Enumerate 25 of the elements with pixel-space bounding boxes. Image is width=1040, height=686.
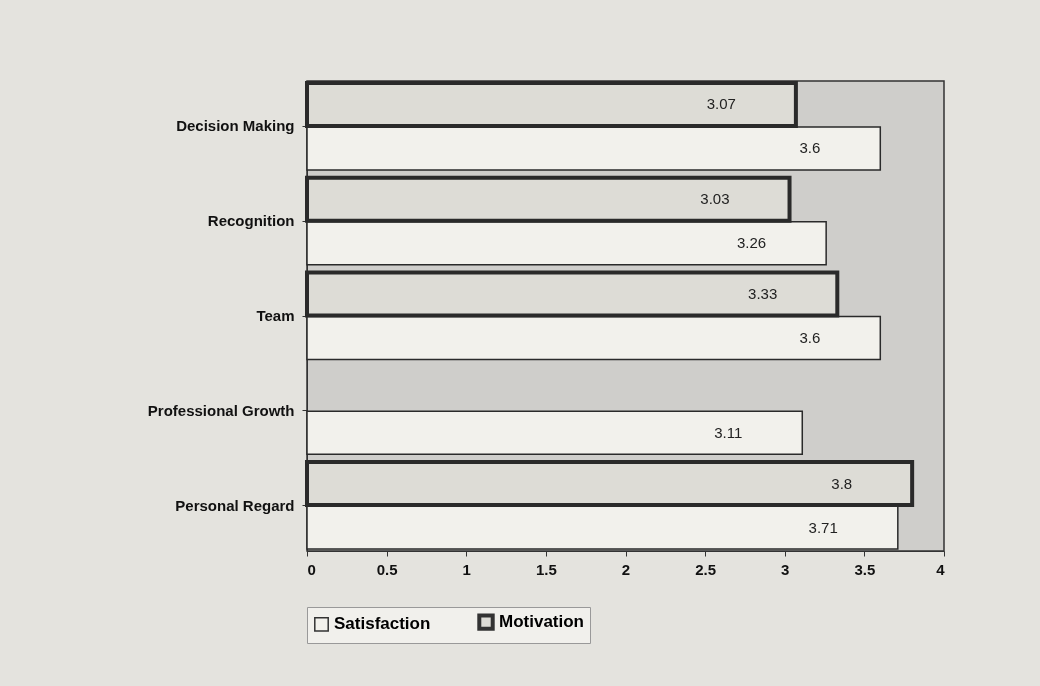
data-label: 3.33 [748, 284, 778, 302]
data-label: 3.07 [706, 95, 736, 113]
x-tick-label: 1.5 [535, 560, 557, 578]
data-label: 3.11 [714, 423, 743, 441]
x-tick-label: 4 [936, 560, 946, 578]
x-tick-label: 2.5 [695, 560, 717, 578]
y-tick-label: Professional Growth [147, 401, 295, 419]
y-tick-label: Decision Making [176, 117, 295, 135]
data-label: 3.71 [808, 518, 838, 536]
data-label: 3.26 [736, 234, 767, 252]
x-tick-label: 3 [781, 560, 790, 578]
y-tick-label: Personal Regard [175, 496, 295, 514]
legend-label: Satisfaction [334, 614, 431, 634]
x-tick-label: 0.5 [376, 560, 398, 578]
y-tick-label: Recognition [207, 212, 295, 230]
x-tick-label: 0 [307, 560, 316, 578]
y-tick-label: Team [256, 307, 295, 324]
data-label: 3.6 [799, 139, 821, 157]
x-tick-label: 3.5 [854, 560, 876, 578]
data-label: 3.6 [799, 329, 821, 347]
x-tick-label: 1 [462, 560, 471, 578]
data-label: 3.8 [831, 474, 853, 492]
legend-label: Motivation [499, 612, 584, 632]
data-label: 3.03 [700, 190, 730, 208]
x-tick-label: 2 [621, 560, 631, 578]
